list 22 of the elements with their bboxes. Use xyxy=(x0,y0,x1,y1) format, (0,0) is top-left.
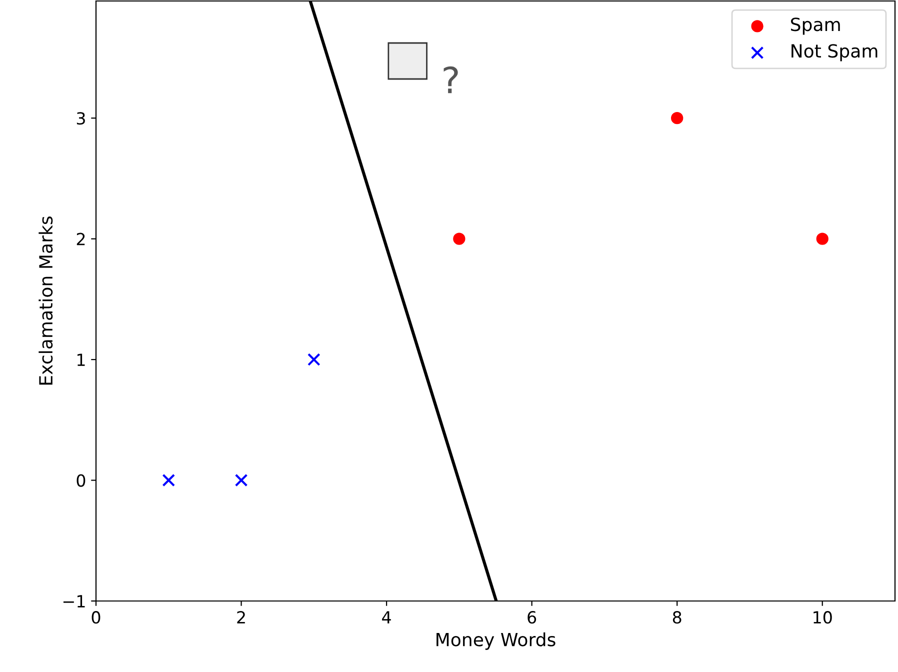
y-tick-label: −1 xyxy=(63,595,85,608)
x-tick-label: 4 xyxy=(382,611,391,624)
point xyxy=(162,474,176,487)
y-tick-label: 3 xyxy=(76,112,85,125)
y-tick-label: 0 xyxy=(76,474,86,487)
point xyxy=(234,474,248,487)
x-tick-label: 10 xyxy=(814,611,832,624)
point xyxy=(307,353,320,366)
y-axis-title: Exclamation Marks xyxy=(38,216,53,385)
annotation: ? xyxy=(444,66,458,94)
point xyxy=(453,232,466,245)
point xyxy=(671,112,684,124)
x-tick-label: 6 xyxy=(528,611,536,624)
legend-label: Spam xyxy=(790,18,840,35)
x-tick-label: 8 xyxy=(672,611,682,624)
legend-label: Not Spam xyxy=(792,44,878,62)
x-tick-label: 2 xyxy=(237,611,245,624)
x-tick-label: 0 xyxy=(92,611,100,624)
y-tick-label: 1 xyxy=(78,354,85,366)
x-axis-title: Money Words xyxy=(436,632,556,650)
y-tick-label: 2 xyxy=(76,232,85,246)
point xyxy=(816,232,828,245)
